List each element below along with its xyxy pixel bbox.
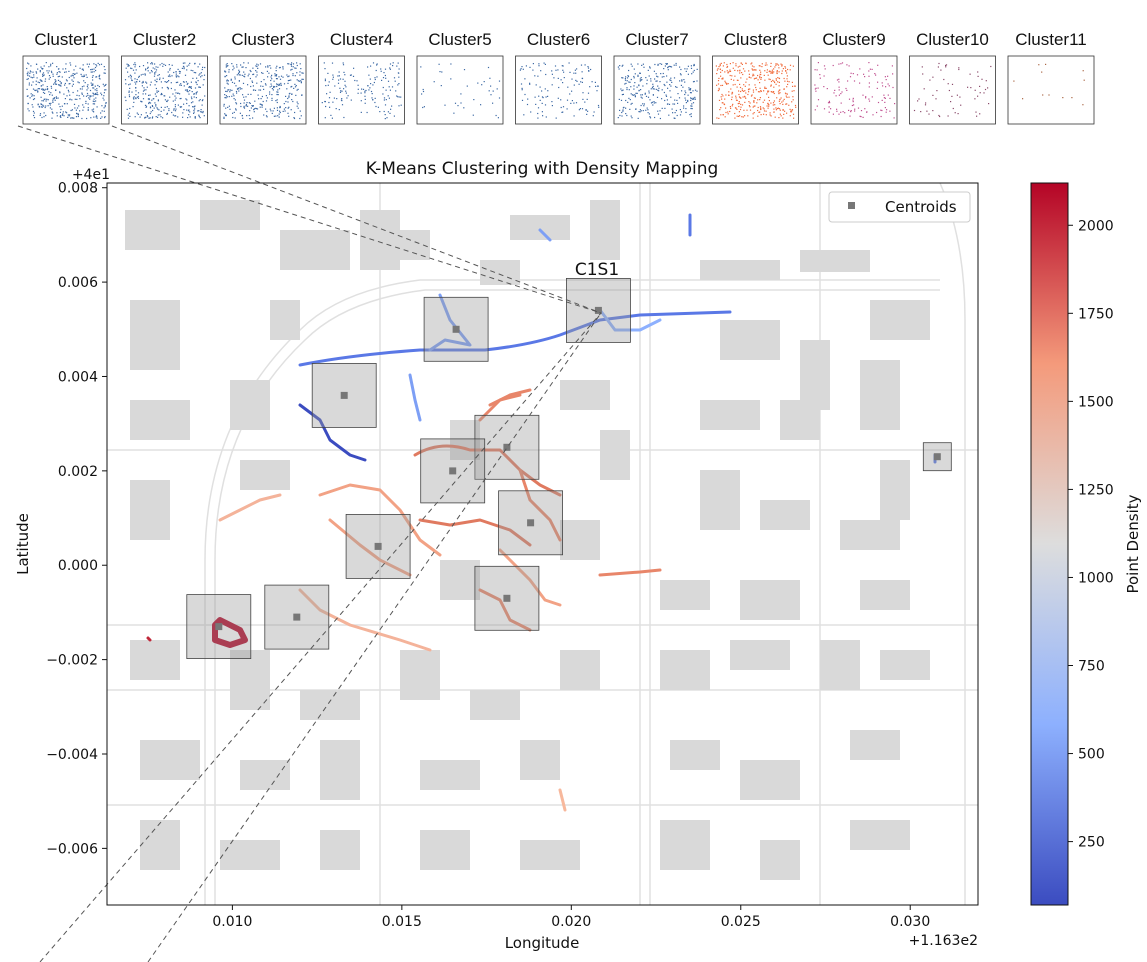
centroid-marker-10	[215, 623, 223, 631]
centroid-marker-9	[293, 613, 301, 621]
thumbnail-title-8: Cluster8	[724, 30, 787, 49]
colorbar-tick-label-6: 1750	[1078, 306, 1114, 322]
colorbar-ticks: 250 500 750 1000 1250 1500 1750 2000	[1068, 218, 1114, 851]
thumbnail-frame-11	[1007, 55, 1095, 125]
y-tick-label-2: 0.004	[58, 369, 98, 385]
y-tick-label-0: 0.008	[58, 181, 98, 197]
centroid-marker-1	[594, 306, 602, 314]
thumbnail-frame-2	[121, 55, 208, 125]
thumbnail-points-1	[26, 62, 107, 120]
legend: Centroids	[828, 191, 971, 223]
x-tick-label-0: 0.010	[212, 914, 252, 930]
cluster-thumbnails: Cluster1 Cluster2 Cluster3 Cluster4 Cluster5…	[22, 30, 1095, 125]
centroid-layer	[186, 277, 952, 659]
x-tick-label-1: 0.015	[382, 914, 422, 930]
y-tick-label-4: 0.000	[58, 558, 98, 574]
colorbar-label: Point Density	[1124, 494, 1142, 593]
x-axis-ticks: 0.010 0.015 0.020 0.025 0.030	[212, 905, 930, 930]
thumbnail-title-3: Cluster3	[231, 30, 294, 49]
plot-frame	[106, 182, 979, 906]
centroid-marker-7	[374, 542, 382, 550]
centroid-marker-6	[527, 519, 535, 527]
colorbar-tick-label-4: 1250	[1078, 482, 1114, 498]
centroid-marker-5	[449, 467, 457, 475]
thumbnail-points-8	[715, 62, 797, 119]
legend-box	[828, 191, 971, 223]
thumbnail-title-11: Cluster11	[1015, 30, 1087, 49]
colorbar-tick-label-1: 500	[1078, 747, 1105, 763]
thumbnail-title-2: Cluster2	[133, 30, 196, 49]
thumbnail-frame-10	[909, 55, 996, 125]
thumbnail-title-1: Cluster1	[34, 30, 97, 49]
thumbnail-points-6	[519, 62, 600, 119]
colorbar-tick-label-0: 250	[1078, 835, 1105, 851]
centroid-marker-4	[503, 443, 511, 451]
y-offset-label: +4e1	[72, 167, 110, 183]
legend-centroid-marker	[848, 202, 855, 209]
thumbnail-points-2	[124, 62, 206, 119]
colorbar-tick-label-2: 750	[1078, 659, 1105, 675]
chart-title: K-Means Clustering with Density Mapping	[366, 159, 719, 179]
y-tick-label-3: 0.002	[58, 464, 98, 480]
centroid-marker-8	[503, 594, 511, 602]
thumbnail-points-10	[913, 62, 992, 118]
thumbnail-points-7	[617, 62, 698, 120]
x-tick-label-2: 0.020	[551, 914, 591, 930]
centroid-marker-3	[340, 391, 348, 399]
colorbar: 250 500 750 1000 1250 1500 1750 2000 Point Dens…	[1030, 182, 1142, 906]
y-tick-label-5: −0.002	[46, 653, 98, 669]
thumbnail-points-4	[321, 62, 402, 120]
thumbnail-title-7: Cluster7	[625, 30, 688, 49]
x-offset-label: +1.163e2	[909, 933, 978, 949]
annotation-c1s1: C1S1	[575, 260, 619, 280]
centroid-marker-11	[933, 453, 941, 461]
legend-label-centroids: Centroids	[885, 198, 957, 216]
colorbar-tick-label-7: 2000	[1078, 218, 1114, 234]
centroid-marker-2	[452, 325, 460, 333]
thumbnail-points-11	[1013, 63, 1085, 106]
x-tick-label-3: 0.025	[721, 914, 761, 930]
thumbnail-title-4: Cluster4	[330, 30, 393, 49]
thumbnail-title-10: Cluster10	[916, 30, 989, 49]
density-trails	[146, 213, 937, 812]
thumbnail-points-5	[420, 63, 501, 119]
main-plot: 0.010 0.015 0.020 0.025 0.030 0.0080.0060.00…	[14, 125, 979, 962]
y-tick-label-7: −0.006	[46, 841, 98, 857]
thumbnail-title-5: Cluster5	[428, 30, 491, 49]
thumbnail-title-9: Cluster9	[822, 30, 885, 49]
buildings	[125, 200, 930, 880]
thumbnail-frame-4	[318, 55, 405, 125]
basemap	[107, 183, 978, 905]
colorbar-gradient	[1030, 182, 1069, 906]
thumbnail-points-3	[223, 62, 304, 120]
thumbnail-frame-5	[416, 55, 504, 125]
thumbnail-points-9	[814, 62, 896, 119]
y-tick-label-1: 0.006	[58, 275, 98, 291]
x-tick-label-4: 0.030	[890, 914, 930, 930]
y-axis-ticks: 0.008 0.006 0.004 0.002 0.000 −0.002 −0.004 −0.…	[46, 181, 107, 857]
y-tick-label-6: −0.004	[46, 747, 98, 763]
thumbnail-frame-9	[810, 55, 898, 125]
x-axis-label: Longitude	[505, 934, 580, 952]
colorbar-tick-label-3: 1000	[1078, 570, 1114, 586]
thumbnail-title-6: Cluster6	[527, 30, 590, 49]
colorbar-tick-label-5: 1500	[1078, 394, 1114, 410]
zoom-connector-lines	[17, 125, 602, 962]
y-axis-label: Latitude	[14, 513, 32, 575]
